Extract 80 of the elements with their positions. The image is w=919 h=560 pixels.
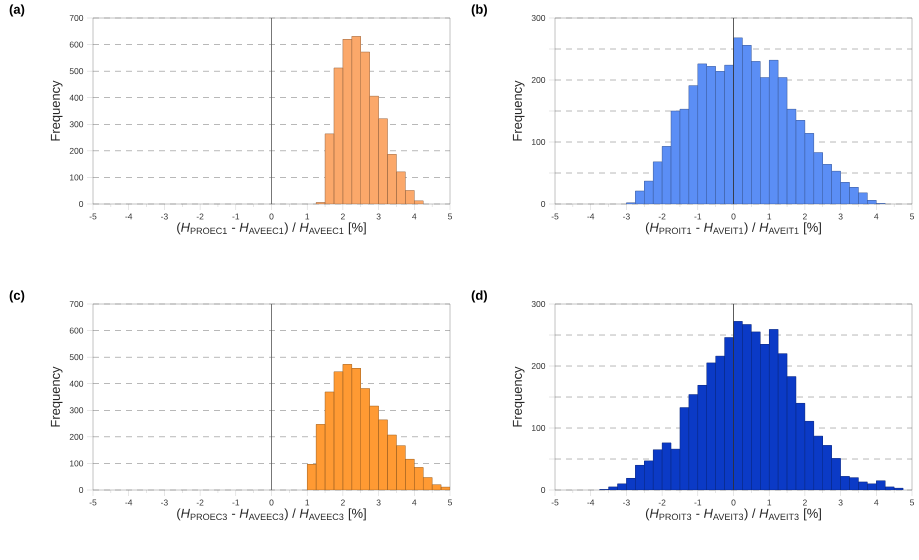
x-tick-label: 4	[874, 214, 878, 220]
x-tick-label: -5	[552, 214, 558, 220]
y-tick-label: 300	[532, 15, 546, 21]
x-tick-label: -4	[125, 500, 132, 506]
y-axis-title: Frequency	[50, 80, 63, 141]
x-tick-label: -4	[587, 500, 594, 506]
x-tick-label: 3	[838, 214, 843, 220]
y-tick-label: 0	[541, 201, 546, 207]
chart-title: (b)	[472, 4, 487, 16]
y-tick-label: 300	[532, 301, 546, 307]
x-tick-label: 4	[874, 500, 878, 506]
y-tick-label: 0	[79, 487, 84, 493]
y-tick-label: 0	[79, 201, 84, 207]
x-tick-label: 4	[412, 500, 416, 506]
x-tick-label: 0	[269, 500, 274, 506]
x-tick-label: -2	[658, 214, 666, 220]
x-tick-label: -2	[196, 214, 204, 220]
x-tick-label: -1	[232, 500, 240, 506]
y-tick-label: 400	[70, 94, 84, 101]
y-tick-label: 300	[70, 121, 84, 128]
y-tick-label: 0	[541, 487, 546, 493]
y-tick-label: 300	[70, 407, 84, 414]
x-tick-label: -5	[90, 214, 96, 220]
x-tick-label: -4	[125, 214, 132, 220]
x-tick-label: 2	[802, 214, 807, 220]
x-tick-label: 0	[731, 214, 736, 220]
x-tick-label: 1	[767, 214, 772, 220]
y-tick-label: 200	[532, 77, 546, 83]
y-axis-title: Frequency	[50, 366, 63, 427]
text: (H$_{PROIT3}$ - H$_{AVEIT3}$) / H$_{AVEIT3}$ [%]	[646, 508, 821, 520]
x-tick-label: 1	[305, 214, 310, 220]
text: (H$_{PROIT1}$ - H$_{AVEIT1}$) / H$_{AVEIT1}$ [%]	[646, 222, 821, 234]
x-tick-label: -1	[694, 214, 702, 220]
y-tick-label: 700	[70, 301, 84, 307]
y-tick-label: 100	[70, 174, 84, 180]
y-tick-label: 100	[532, 139, 546, 145]
x-tick-label: -5	[90, 500, 96, 506]
x-tick-label: -4	[587, 214, 594, 220]
y-tick-label: 100	[70, 460, 84, 466]
x-tick-label: -3	[161, 214, 168, 220]
x-tick-label: -1	[232, 214, 240, 220]
y-tick-label: 500	[70, 68, 84, 74]
x-tick-label: 1	[767, 500, 772, 506]
y-tick-label: 200	[70, 148, 84, 154]
x-tick-label: -3	[623, 214, 630, 220]
x-tick-label: 3	[838, 500, 843, 506]
x-tick-label: 0	[269, 214, 274, 220]
y-tick-label: 700	[70, 15, 84, 21]
y-axis-title: Frequency	[512, 80, 525, 141]
x-tick-label: -2	[658, 500, 666, 506]
x-tick-label: 2	[802, 500, 807, 506]
y-tick-label: 100	[532, 425, 546, 431]
x-tick-label: -1	[694, 500, 702, 506]
y-tick-label: 600	[70, 328, 84, 334]
x-tick-label: 1	[305, 500, 310, 506]
x-tick-label: 2	[340, 500, 345, 506]
y-tick-label: 400	[70, 380, 84, 387]
x-tick-label: -3	[161, 500, 168, 506]
y-tick-label: 600	[70, 42, 84, 48]
x-tick-label: 3	[376, 214, 381, 220]
text: (H$_{PROEC1}$ - H$_{AVEEC1}$) / H$_{AVEEC1}$ [%]	[177, 222, 366, 234]
y-tick-label: 200	[532, 363, 546, 369]
y-tick-label: 500	[70, 354, 84, 360]
chart-title: (a)	[10, 4, 24, 16]
x-tick-label: 4	[412, 214, 416, 220]
x-tick-label: -2	[196, 500, 204, 506]
text: (H$_{PROEC3}$ - H$_{AVEEC3}$) / H$_{AVEEC3}$ [%]	[177, 508, 366, 520]
y-tick-label: 200	[70, 434, 84, 440]
x-tick-label: 5	[448, 500, 452, 506]
x-tick-label: -3	[623, 500, 630, 506]
chart-title: (c)	[10, 290, 24, 302]
x-tick-label: 2	[340, 214, 345, 220]
x-tick-label: 5	[448, 214, 452, 220]
x-tick-label: 5	[910, 214, 914, 220]
x-tick-label: 5	[910, 500, 914, 506]
y-axis-title: Frequency	[512, 366, 525, 427]
x-tick-label: 0	[731, 500, 736, 506]
x-tick-label: -5	[552, 500, 558, 506]
x-tick-label: 3	[376, 500, 381, 506]
chart-title: (d)	[472, 290, 487, 302]
